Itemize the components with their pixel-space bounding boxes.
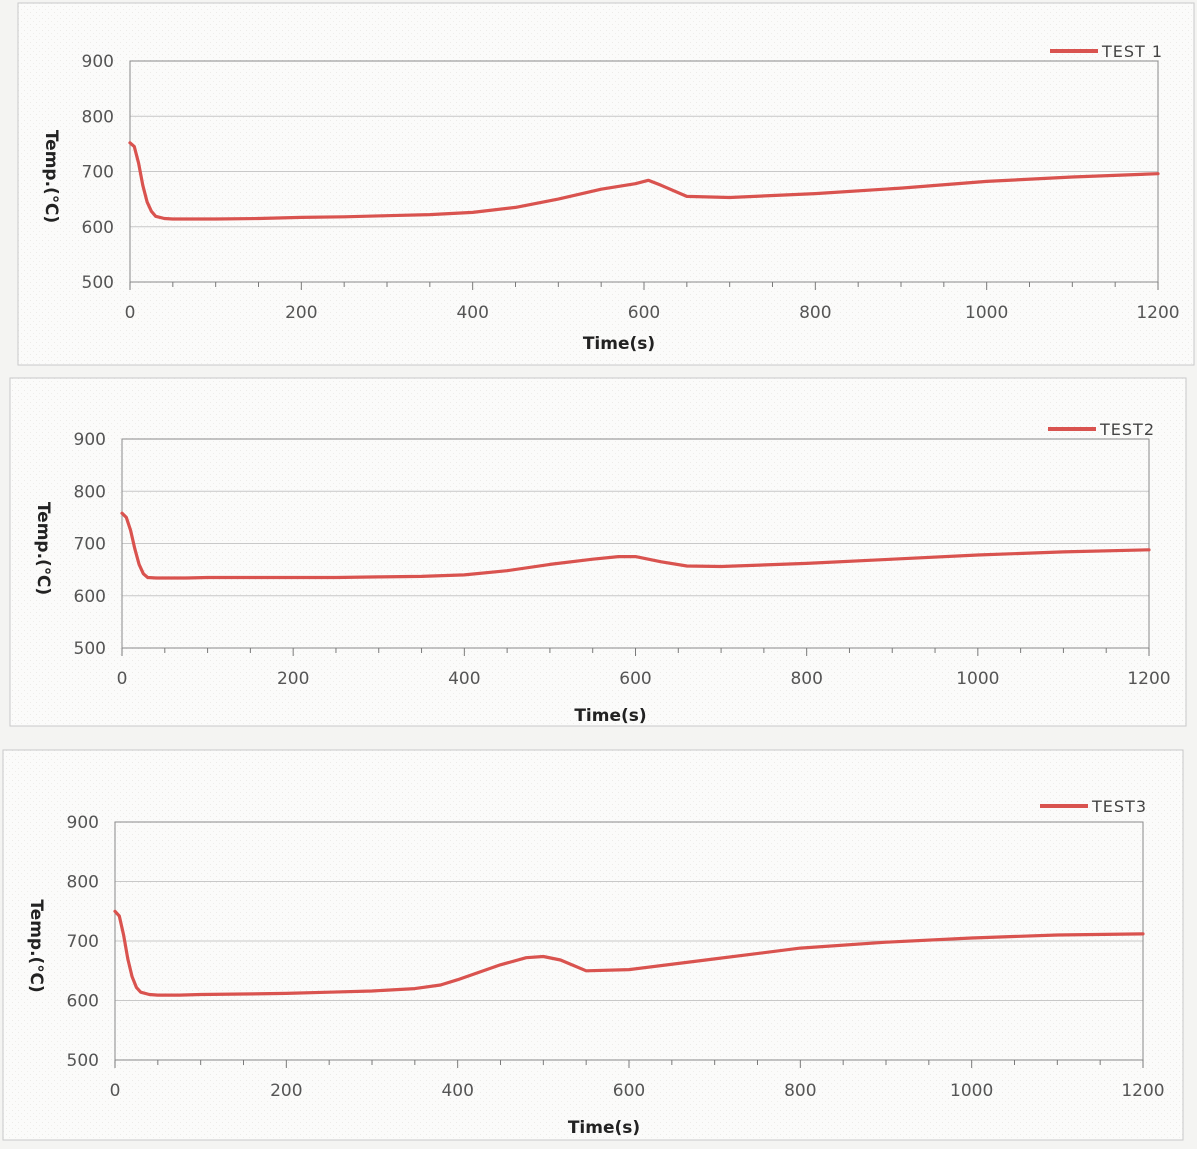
legend-label: TEST2 <box>1099 420 1155 439</box>
series-line <box>120 511 1151 580</box>
x-tick-label: 800 <box>799 303 831 323</box>
x-axis-label: Time(s) <box>583 334 655 354</box>
chart-panel-test3: 900 800 700 600 500 0 200 400 600 800 1000 1200 TES… <box>2 749 1184 1141</box>
series-line <box>113 909 1145 997</box>
series-lines <box>113 909 1145 997</box>
y-tick-label: 800 <box>74 482 106 502</box>
legend: TEST 1 <box>1050 42 1163 61</box>
y-tick-label: 500 <box>82 273 114 293</box>
x-tick-label: 0 <box>125 303 136 323</box>
y-tick-label: 900 <box>74 430 106 450</box>
legend-label: TEST3 <box>1091 797 1147 816</box>
x-tick-label: 600 <box>628 303 660 323</box>
x-tick-label: 200 <box>285 303 317 323</box>
tick-labels: 900 800 700 600 500 0 200 400 600 800 1000 1200 <box>67 813 1165 1101</box>
y-tick-label: 600 <box>82 218 114 238</box>
series-line <box>128 141 1160 221</box>
tick-labels: 900 800 700 600 500 0 200 400 600 800 1000 1200 <box>82 52 1180 323</box>
x-tick-label: 400 <box>448 669 480 689</box>
y-axis-label: Temp.(℃) <box>33 502 53 595</box>
x-axis-label: Time(s) <box>568 1118 640 1138</box>
x-tick-label: 800 <box>790 669 822 689</box>
x-tick-label: 0 <box>110 1081 121 1101</box>
chart-panel-test2: 900 800 700 600 500 0 200 400 600 800 1000 1200 TES… <box>9 377 1187 727</box>
series-lines <box>128 141 1160 221</box>
y-tick-label: 800 <box>67 873 99 893</box>
x-tick-label: 0 <box>117 669 128 689</box>
tick-labels: 900 800 700 600 500 0 200 400 600 800 1000 1200 <box>74 430 1171 689</box>
y-tick-label: 900 <box>82 52 114 72</box>
x-tick-label: 1200 <box>1127 669 1170 689</box>
x-tick-label: 200 <box>277 669 309 689</box>
x-tick-label: 1200 <box>1136 303 1179 323</box>
y-tick-label: 900 <box>67 813 99 833</box>
y-tick-label: 700 <box>67 932 99 952</box>
chart-panel-test1: 900 800 700 600 500 0 200 400 600 800 1000 1200 TES… <box>17 2 1195 366</box>
x-tick-label: 1000 <box>965 303 1008 323</box>
y-axis-label: Temp.(℃) <box>41 130 61 223</box>
x-tick-label: 1200 <box>1121 1081 1164 1101</box>
series-lines <box>120 511 1151 580</box>
y-tick-label: 500 <box>67 1051 99 1071</box>
panel-frame <box>17 2 1195 366</box>
x-tick-label: 600 <box>619 669 651 689</box>
y-tick-label: 700 <box>74 535 106 555</box>
y-tick-label: 600 <box>74 587 106 607</box>
x-tick-label: 600 <box>613 1081 645 1101</box>
y-axis-label: Temp.(℃) <box>26 899 46 992</box>
x-tick-label: 400 <box>456 303 488 323</box>
x-tick-label: 800 <box>784 1081 816 1101</box>
panel-frame <box>2 749 1184 1141</box>
y-tick-label: 800 <box>82 107 114 127</box>
panel-frame <box>9 377 1187 727</box>
legend: TEST3 <box>1040 797 1147 816</box>
y-tick-label: 700 <box>82 163 114 183</box>
legend: TEST2 <box>1048 420 1155 439</box>
x-tick-label: 1000 <box>950 1081 993 1101</box>
x-tick-label: 400 <box>441 1081 473 1101</box>
y-tick-label: 600 <box>67 992 99 1012</box>
legend-label: TEST 1 <box>1101 42 1163 61</box>
x-axis-label: Time(s) <box>574 706 646 726</box>
y-tick-label: 500 <box>74 639 106 659</box>
x-tick-label: 200 <box>270 1081 302 1101</box>
x-tick-label: 1000 <box>956 669 999 689</box>
